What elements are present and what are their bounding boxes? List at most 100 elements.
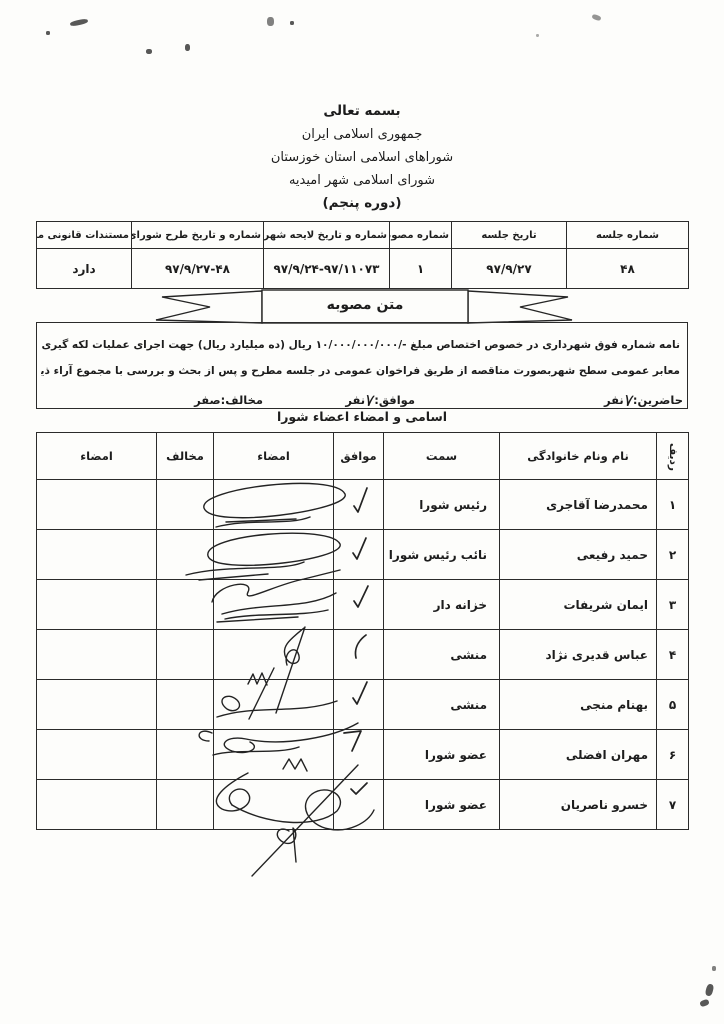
agree-mark-cell bbox=[333, 779, 384, 830]
term-line: (دوره پنجم) bbox=[322, 195, 402, 211]
members-header-row: ردیف نام ونام خانوادگی سمت موافق امضاء م… bbox=[36, 432, 689, 480]
member-row: ۶ مهران افضلی عضو شورا bbox=[36, 729, 689, 780]
ribbon-banner-shape bbox=[155, 289, 573, 324]
amount-value: ۱۰/۰۰۰/۰۰۰/۰۰۰/- bbox=[315, 339, 407, 351]
agree-mark-cell bbox=[333, 579, 384, 630]
resolution-text-box: نامه شماره فوق شهرداری در خصوص اختصاص مب… bbox=[36, 322, 688, 412]
city-council-line: شورای اسلامی شهر امیدیه bbox=[288, 173, 436, 188]
bismillah-line: بسمه تعالی bbox=[323, 103, 401, 119]
scan-noise-speck bbox=[290, 21, 294, 25]
member-name: بهنام منجی bbox=[499, 679, 657, 730]
agree-mark-cell bbox=[333, 679, 384, 730]
scan-noise-speck bbox=[69, 18, 89, 27]
member-position: منشی bbox=[383, 679, 500, 730]
bill-no-date-value: ۹۷/۹/۲۴-۹۷/۱۱۰۷۳ bbox=[263, 248, 390, 289]
country-line: جمهوری اسلامی ایران bbox=[301, 127, 423, 142]
col-signature-oppose: امضاء bbox=[36, 432, 157, 480]
resolution-line-2: معابر عمومی سطح شهربصورت مناقصه از طریق … bbox=[41, 365, 680, 377]
agree-mark-cell bbox=[333, 629, 384, 680]
plan-no-date-value: ۹۷/۹/۲۷-۴۸ bbox=[131, 248, 264, 289]
ribbon-right-tail bbox=[467, 290, 573, 324]
scan-noise-speck bbox=[699, 998, 710, 1008]
session-meta-table: شماره جلسه تاریخ جلسه شماره مصوبه شماره … bbox=[36, 221, 689, 289]
oppose-mark-cell bbox=[156, 529, 214, 580]
col-position: سمت bbox=[383, 432, 500, 480]
row-number: ۲ bbox=[656, 529, 689, 580]
oppose-mark-cell bbox=[156, 679, 214, 730]
member-name: مهران افضلی bbox=[499, 729, 657, 780]
oppose-mark-cell bbox=[156, 729, 214, 780]
row-number: ۱ bbox=[656, 479, 689, 530]
member-row: ۵ بهنام منجی منشی bbox=[36, 679, 689, 730]
member-row: ۳ ایمان شریفات خزانه دار bbox=[36, 579, 689, 630]
col-oppose: مخالف bbox=[156, 432, 214, 480]
resolution-no-value: ۱ bbox=[389, 248, 452, 289]
col-full-name: نام ونام خانوادگی bbox=[499, 432, 657, 480]
vote-stats-row: حاضرین:۷نفر موافق:۷نفر مخالف:صفر bbox=[37, 387, 687, 412]
resolution-paragraph: نامه شماره فوق شهرداری در خصوص اختصاص مب… bbox=[41, 332, 680, 384]
oppose-mark-cell bbox=[156, 629, 214, 680]
members-section-title: اسامی و امضاء اعضاء شورا bbox=[276, 409, 448, 424]
meta-col-bill-no-date: شماره و تاریخ لایحه شهرداری bbox=[263, 221, 390, 249]
letterhead: بسمه تعالی جمهوری اسلامی ایران شوراهای ا… bbox=[36, 100, 688, 215]
oppose-signature-cell bbox=[36, 579, 157, 630]
member-position: خزانه دار bbox=[383, 579, 500, 630]
ribbon-center-box bbox=[261, 289, 469, 324]
session-no-value: ۴۸ bbox=[566, 248, 689, 289]
agree-count: موافق:۷نفر bbox=[345, 390, 415, 412]
meta-col-resolution-no: شماره مصوبه bbox=[389, 221, 452, 249]
oppose-signature-cell bbox=[36, 729, 157, 780]
member-row: ۱ محمدرضا آقاجری رئیس شورا bbox=[36, 479, 689, 530]
council-members-table: ردیف نام ونام خانوادگی سمت موافق امضاء م… bbox=[36, 432, 689, 830]
member-name: عباس قدیری نژاد bbox=[499, 629, 657, 680]
scan-noise-speck bbox=[536, 34, 539, 37]
member-name: حمید رفیعی bbox=[499, 529, 657, 580]
scan-noise-speck bbox=[712, 966, 716, 971]
row-number: ۳ bbox=[656, 579, 689, 630]
signature-cell bbox=[213, 579, 334, 630]
oppose-signature-cell bbox=[36, 679, 157, 730]
oppose-mark-cell bbox=[156, 779, 214, 830]
oppose-signature-cell bbox=[36, 629, 157, 680]
meta-col-session-date: تاریخ جلسه bbox=[451, 221, 567, 249]
meta-header-row: شماره جلسه تاریخ جلسه شماره مصوبه شماره … bbox=[36, 221, 689, 249]
signature-cell bbox=[213, 729, 334, 780]
member-name: محمدرضا آقاجری bbox=[499, 479, 657, 530]
meta-col-plan-no-date: شماره و تاریخ طرح شورای اسلامی bbox=[131, 221, 264, 249]
member-position: نائب رئیس شورا bbox=[383, 529, 500, 580]
legal-docs-value: دارد bbox=[36, 248, 132, 289]
signature-cell bbox=[213, 629, 334, 680]
agree-mark-cell bbox=[333, 529, 384, 580]
oppose-signature-cell bbox=[36, 779, 157, 830]
province-councils-line: شوراهای اسلامی استان خوزستان bbox=[270, 150, 454, 165]
meta-value-row: ۴۸ ۹۷/۹/۲۷ ۱ ۹۷/۹/۲۴-۹۷/۱۱۰۷۳ ۹۷/۹/۲۷-۴۸… bbox=[36, 248, 689, 289]
oppose-mark-cell bbox=[156, 479, 214, 530]
scan-noise-speck bbox=[46, 31, 50, 35]
oppose-count: مخالف:صفر bbox=[194, 393, 263, 407]
row-number: ۷ bbox=[656, 779, 689, 830]
member-row: ۴ عباس قدیری نژاد منشی bbox=[36, 629, 689, 680]
row-number: ۴ bbox=[656, 629, 689, 680]
banner-title: متن مصوبه bbox=[326, 296, 404, 313]
col-row-number: ردیف bbox=[656, 432, 689, 480]
col-signature-agree: امضاء bbox=[213, 432, 334, 480]
oppose-signature-cell bbox=[36, 529, 157, 580]
agree-mark-cell bbox=[333, 479, 384, 530]
signature-cell bbox=[213, 679, 334, 730]
col-agree: موافق bbox=[333, 432, 384, 480]
member-name: ایمان شریفات bbox=[499, 579, 657, 630]
member-position: رئیس شورا bbox=[383, 479, 500, 530]
scan-noise-speck bbox=[591, 13, 602, 22]
oppose-mark-cell bbox=[156, 579, 214, 630]
member-row: ۷ خسرو ناصریان عضو شورا bbox=[36, 779, 689, 830]
scan-noise-speck bbox=[267, 17, 274, 26]
scan-noise-speck bbox=[704, 983, 715, 997]
scan-noise-speck bbox=[146, 49, 152, 54]
oppose-signature-cell bbox=[36, 479, 157, 530]
member-position: عضو شورا bbox=[383, 779, 500, 830]
session-date-value: ۹۷/۹/۲۷ bbox=[451, 248, 567, 289]
row-number: ۵ bbox=[656, 679, 689, 730]
member-name: خسرو ناصریان bbox=[499, 779, 657, 830]
scan-noise-speck bbox=[185, 44, 190, 51]
